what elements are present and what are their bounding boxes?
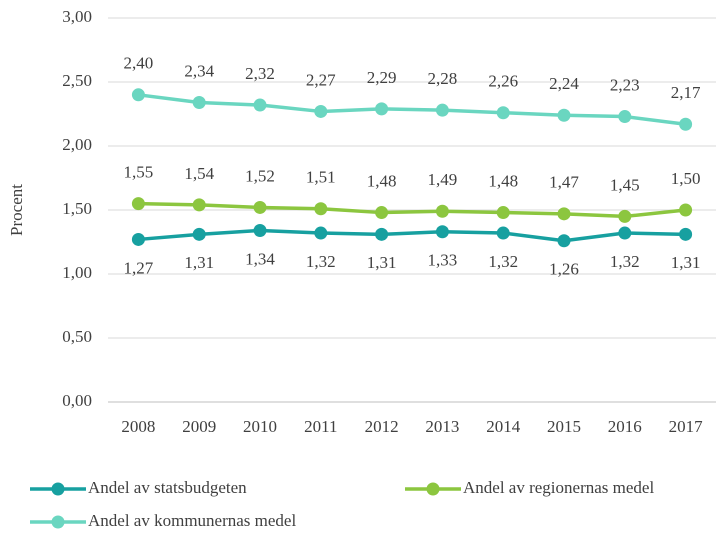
data-label: 2,27: [306, 70, 336, 89]
data-point: [557, 207, 571, 221]
y-axis-label: Procent: [7, 184, 26, 236]
data-point: [679, 117, 693, 131]
data-label: 1,26: [549, 260, 579, 279]
data-label: 2,34: [184, 61, 214, 80]
data-label: 1,31: [671, 253, 701, 272]
x-tick-label: 2010: [243, 417, 277, 436]
data-point: [435, 103, 449, 117]
data-point: [375, 102, 389, 116]
data-label: 2,40: [124, 54, 154, 73]
legend-label: Andel av statsbudgeten: [88, 478, 247, 497]
data-label: 1,55: [124, 163, 154, 182]
y-tick-label: 2,50: [62, 71, 92, 90]
data-point: [618, 226, 632, 240]
data-label: 1,49: [428, 170, 458, 189]
data-point: [435, 225, 449, 239]
data-point: [557, 108, 571, 122]
data-label: 2,17: [671, 83, 701, 102]
data-point: [314, 104, 328, 118]
data-point: [496, 106, 510, 120]
data-label: 1,33: [428, 251, 458, 270]
data-point: [618, 110, 632, 124]
y-tick-label: 0,50: [62, 327, 92, 346]
data-point: [192, 95, 206, 109]
data-label: 1,48: [367, 171, 397, 190]
data-point: [253, 98, 267, 112]
data-point: [375, 206, 389, 220]
x-tick-label: 2013: [425, 417, 459, 436]
data-label: 1,50: [671, 169, 701, 188]
x-tick-label: 2016: [608, 417, 642, 436]
data-label: 2,29: [367, 68, 397, 87]
data-point: [375, 227, 389, 241]
legend-marker: [426, 482, 440, 496]
data-point: [679, 203, 693, 217]
y-tick-label: 1,00: [62, 263, 92, 282]
data-label: 2,26: [488, 72, 518, 91]
data-label: 1,48: [488, 171, 518, 190]
x-tick-label: 2012: [365, 417, 399, 436]
data-point: [314, 202, 328, 216]
data-point: [618, 209, 632, 223]
data-label: 1,45: [610, 175, 640, 194]
x-tick-label: 2008: [121, 417, 155, 436]
data-label: 1,32: [488, 252, 518, 271]
data-label: 1,27: [124, 258, 154, 277]
legend-marker: [51, 482, 65, 496]
x-tick-label: 2015: [547, 417, 581, 436]
data-label: 1,32: [610, 252, 640, 271]
data-point: [679, 227, 693, 241]
data-point: [192, 198, 206, 212]
legend-label: Andel av kommunernas medel: [88, 511, 296, 530]
data-label: 2,32: [245, 64, 275, 83]
series-line: [138, 201, 686, 219]
data-point: [435, 204, 449, 218]
data-point: [314, 226, 328, 240]
data-label: 2,23: [610, 75, 640, 94]
x-tick-label: 2011: [304, 417, 337, 436]
data-label: 1,32: [306, 252, 336, 271]
y-tick-label: 2,00: [62, 135, 92, 154]
data-point: [253, 200, 267, 214]
y-tick-label: 1,50: [62, 199, 92, 218]
y-tick-label: 3,00: [62, 7, 92, 26]
data-label: 1,47: [549, 173, 579, 192]
data-point: [131, 197, 145, 211]
y-tick-label: 0,00: [62, 391, 92, 410]
data-label: 1,31: [367, 253, 397, 272]
legend-label: Andel av regionernas medel: [463, 478, 654, 497]
data-label: 1,52: [245, 166, 275, 185]
data-label: 1,34: [245, 249, 275, 268]
data-point: [496, 226, 510, 240]
series-line: [138, 93, 686, 126]
data-label: 1,54: [184, 164, 214, 183]
data-label: 1,51: [306, 168, 336, 187]
data-point: [496, 206, 510, 220]
x-tick-label: 2009: [182, 417, 216, 436]
x-tick-label: 2017: [669, 417, 704, 436]
data-point: [253, 223, 267, 237]
data-point: [557, 234, 571, 248]
data-point: [131, 88, 145, 102]
data-label: 2,24: [549, 74, 579, 93]
series-line: [138, 228, 686, 243]
data-label: 2,28: [428, 69, 458, 88]
data-point: [192, 227, 206, 241]
data-point: [131, 232, 145, 246]
legend-marker: [51, 515, 65, 529]
x-tick-label: 2014: [486, 417, 521, 436]
data-label: 1,31: [184, 253, 214, 272]
